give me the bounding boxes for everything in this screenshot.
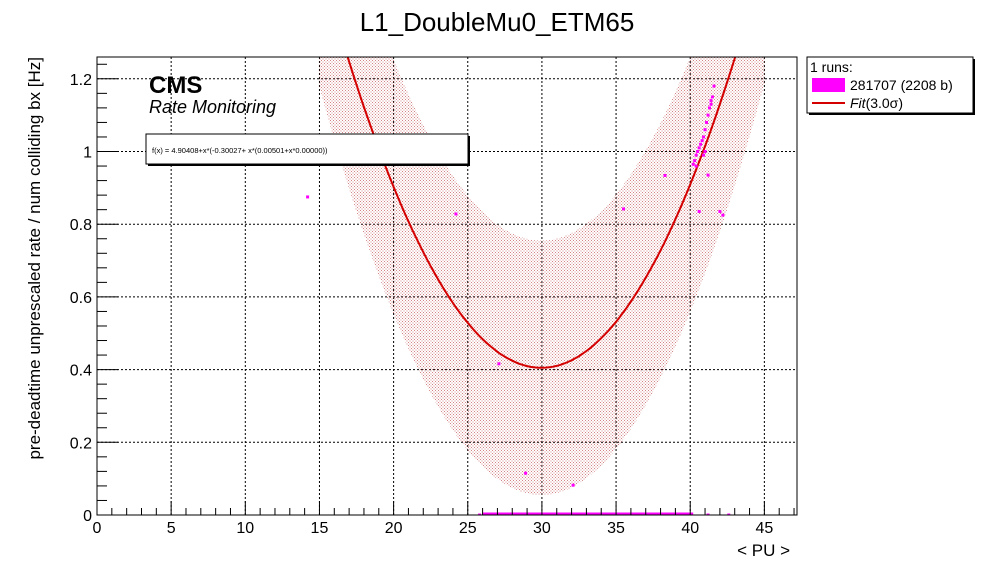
y-tick-label: 0.6 [70,290,92,307]
data-point [571,483,575,487]
data-point [607,513,611,515]
axes: 0 5 10 15 20 25 30 35 40 45 0 0.2 0.4 0.6 0.8 1 1.2 [70,63,795,537]
y-tick-label: 1.2 [70,72,92,89]
data-point [651,513,655,515]
y-tick-label: 1 [83,145,92,162]
x-tick-label: 35 [607,520,625,537]
legend-run-swatch [812,78,845,92]
data-point [592,513,596,515]
fit-band-group [319,57,765,495]
data-point [503,513,507,515]
x-tick-label: 10 [236,520,254,537]
fit-formula-text: f(x) = 4.90408+x*(-0.30027+ x*(0.00501+x… [152,146,328,155]
y-axis-label: pre-deadtime unprescaled rate / num coll… [25,57,44,460]
data-point [663,173,667,177]
data-point [533,513,536,515]
data-point [621,207,625,211]
data-point [712,84,716,88]
data-point [710,95,714,99]
data-point [478,513,482,515]
data-point [703,150,707,154]
legend: 1 runs: 281707 (2208 b) Fit(3.0σ) [806,56,975,115]
data-point [709,99,713,103]
data-point [706,113,710,117]
fit-band [319,57,765,495]
legend-fit-name: Fit [850,95,867,111]
data-point [306,195,310,199]
fit-formula-box: f(x) = 4.90408+x*(-0.30027+ x*(0.00501+x… [145,133,470,166]
x-tick-label: 30 [533,520,551,537]
chart-title: L1_DoubleMu0_ETM65 [360,7,635,37]
y-tick-label: 0.2 [70,435,92,452]
rate-monitoring-label: Rate Monitoring [149,97,276,117]
x-tick-label: 0 [93,520,102,537]
data-point [697,146,701,150]
data-point [697,209,701,213]
data-point [693,159,697,163]
data-point [718,209,722,213]
data-point [524,471,528,475]
data-point [709,102,713,106]
legend-run-label: 281707 (2208 b) [850,77,953,93]
data-point [691,162,695,166]
y-tick-label: 0.4 [70,363,92,380]
data-point [699,142,703,146]
data-point [700,139,704,143]
data-point [636,513,640,515]
x-tick-label: 5 [167,520,176,537]
x-axis-label: < PU > [737,541,790,560]
data-points [306,84,731,515]
legend-fit-suffix: (3.0σ) [866,95,903,111]
data-point [706,513,710,515]
data-point [562,513,566,515]
legend-fit-label: Fit(3.0σ) [850,95,903,111]
data-point [577,513,581,515]
y-tick-label: 0.8 [70,217,92,234]
data-point [681,513,685,515]
data-point [696,150,700,154]
x-tick-label: 25 [459,520,477,537]
fit-line-group [346,57,737,369]
data-point [702,135,706,139]
data-point [721,213,725,217]
data-point [702,153,706,157]
data-point [666,513,670,515]
data-point [621,513,625,515]
data-point [705,120,709,124]
data-point [727,513,731,515]
data-point [518,513,522,515]
data-point [703,128,707,132]
data-point [706,173,710,177]
x-tick-label: 20 [385,520,403,537]
plot-frame [96,56,798,516]
x-tick-label: 45 [755,520,773,537]
x-tick-label: 15 [311,520,329,537]
data-point [694,153,698,157]
y-tick-label: 0 [83,508,92,525]
data-point [454,212,458,216]
cms-label: CMS [149,72,202,99]
data-point [497,362,501,366]
data-point [708,106,711,110]
data-point [694,164,698,168]
fit-line [346,57,737,369]
x-tick-label: 40 [681,520,699,537]
data-point [547,513,551,515]
legend-header: 1 runs: [810,59,853,75]
data-point [488,513,492,515]
